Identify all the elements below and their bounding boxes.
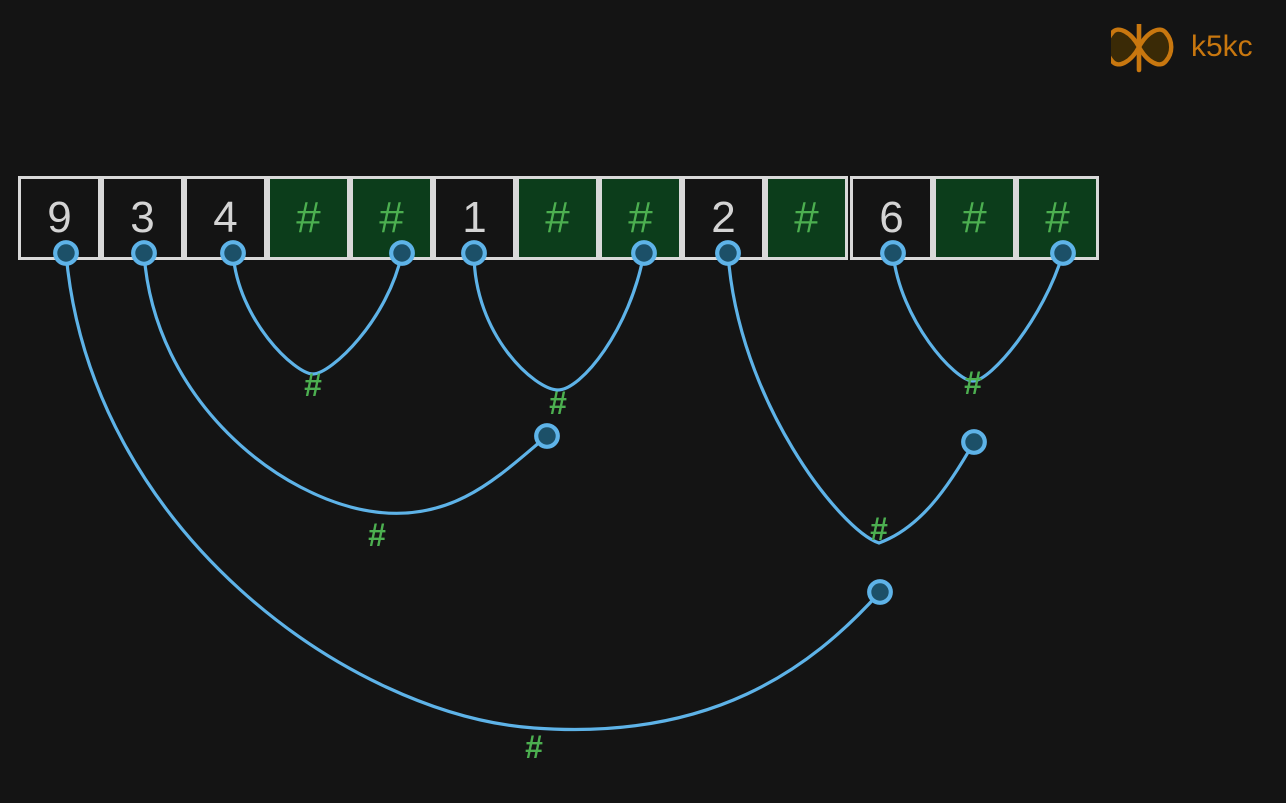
svg-text:#: # — [870, 511, 888, 547]
svg-text:#: # — [525, 729, 543, 765]
svg-text:#: # — [964, 365, 982, 401]
svg-text:#: # — [368, 517, 386, 553]
svg-text:#: # — [549, 385, 567, 421]
svg-text:#: # — [304, 367, 322, 403]
